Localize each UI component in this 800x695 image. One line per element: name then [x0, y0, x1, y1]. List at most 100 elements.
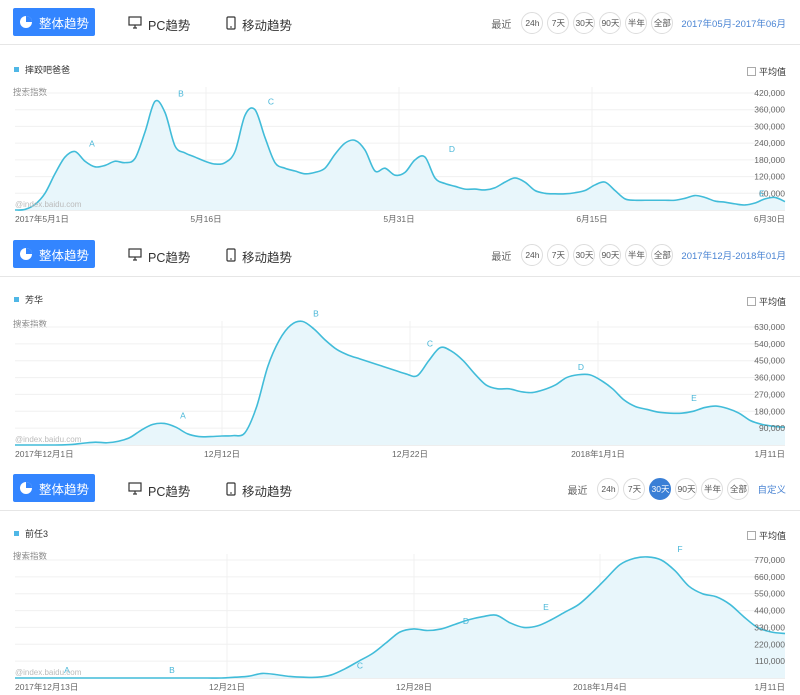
pc-trend-tab[interactable]: PC趋势 [128, 14, 190, 34]
point-annotation: B [169, 665, 175, 675]
range-chip[interactable]: 全部 [651, 12, 674, 34]
range-chip[interactable]: 7天 [547, 244, 570, 266]
series-area [15, 556, 785, 679]
average-checkbox[interactable] [746, 66, 756, 76]
range-chip[interactable]: 24h [521, 244, 544, 266]
watermark: @index.baidu.com [15, 200, 82, 209]
overall-trend-button[interactable]: 整体趋势 [13, 474, 95, 502]
average-toggle[interactable]: 平均值 [746, 294, 786, 308]
legend-label: 摔跤吧爸爸 [25, 64, 71, 75]
y-tick-label: 240,000 [754, 138, 785, 148]
range-chip[interactable]: 半年 [625, 12, 648, 34]
range-chip[interactable]: 全部 [651, 244, 674, 266]
x-tick-label: 12月21日 [209, 682, 245, 692]
y-tick-label: 450,000 [754, 356, 785, 366]
average-label: 平均值 [758, 530, 786, 541]
range-chip[interactable]: 24h [597, 478, 620, 500]
point-annotation: D [578, 362, 584, 372]
mobile-trend-tab[interactable]: 移动趋势 [226, 14, 292, 34]
date-range-link[interactable]: 2017年12月-2018年01月 [681, 251, 786, 262]
date-range-link[interactable]: 自定义 [757, 485, 786, 496]
recent-label: 最近 [491, 251, 512, 263]
average-checkbox[interactable] [746, 296, 756, 306]
average-toggle[interactable]: 平均值 [746, 64, 786, 78]
overall-trend-button[interactable]: 整体趋势 [13, 8, 95, 36]
series-legend: 摔跤吧爸爸 [14, 62, 70, 76]
y-axis-title: 搜索指数 [13, 87, 48, 97]
phone-icon [226, 481, 236, 499]
mobile-trend-tab[interactable]: 移动趋势 [226, 246, 292, 266]
monitor-icon [128, 482, 142, 498]
y-tick-label: 220,000 [754, 639, 785, 649]
toolbar: 整体趋势 PC趋势 移动趋势 最近 24h 7天 30天 90天 半年 全部 2017年05月-20… [0, 0, 800, 45]
range-chip[interactable]: 90天 [675, 478, 698, 500]
point-annotation: B [313, 308, 319, 318]
legend-swatch [14, 296, 19, 302]
point-annotation: D [449, 144, 455, 154]
range-chip[interactable]: 半年 [625, 244, 648, 266]
x-tick-label: 6月30日 [754, 214, 785, 224]
phone-icon [226, 15, 236, 33]
trend-chart: 110,000 220,000 330,000 440,000 550,000 660,0… [15, 544, 786, 692]
x-tick-label: 5月16日 [190, 214, 221, 224]
legend-swatch [14, 66, 19, 72]
average-checkbox[interactable] [746, 530, 756, 540]
legend-swatch [14, 530, 19, 536]
trend-chart: 60,000 120,000 180,000 240,000 300,000 360,00… [14, 87, 786, 224]
y-tick-label: 120,000 [754, 172, 785, 182]
y-tick-label: 420,000 [754, 88, 785, 98]
x-tick-label: 2017年12月13日 [15, 682, 78, 692]
range-chip[interactable]: 全部 [727, 478, 750, 500]
trend-panel-2: 整体趋势 PC趋势 移动趋势 最近 24h 7天 30天 90天 半年 全部 2017年12月-20… [0, 232, 800, 466]
y-axis-title: 搜索指数 [13, 551, 48, 561]
date-range-link[interactable]: 2017年05月-2017年06月 [681, 19, 786, 30]
x-tick-label: 5月31日 [383, 214, 414, 224]
pie-chart-icon [19, 15, 33, 29]
watermark: @index.baidu.com [15, 668, 82, 677]
x-tick-label: 2018年1月4日 [573, 682, 627, 692]
x-tick-label: 2017年5月1日 [15, 214, 69, 224]
average-toggle[interactable]: 平均值 [746, 528, 786, 542]
y-axis-title: 搜索指数 [13, 319, 48, 329]
series-legend: 芳华 [14, 292, 43, 306]
pc-trend-tab[interactable]: PC趋势 [128, 480, 190, 500]
overall-trend-label: 整体趋势 [38, 16, 89, 31]
y-tick-label: 440,000 [754, 606, 785, 616]
time-range-selector: 最近 24h 7天 30天 90天 半年 全部 2017年12月-2018年01月 [491, 244, 786, 266]
trend-chart: 90,000 180,000 270,000 360,000 450,000 540,00… [14, 308, 785, 459]
time-range-selector: 最近 24h 7天 30天 90天 半年 全部 自定义 [567, 478, 786, 500]
range-chip[interactable]: 90天 [599, 244, 622, 266]
series-legend: 前任3 [14, 526, 48, 540]
range-chip[interactable]: 30天 [573, 244, 596, 266]
pc-trend-label: PC趋势 [148, 18, 191, 33]
mobile-trend-tab[interactable]: 移动趋势 [226, 480, 292, 500]
series-line [14, 99, 786, 211]
trend-panel-1: 整体趋势 PC趋势 移动趋势 最近 24h 7天 30天 90天 半年 全部 2017年05月-20… [0, 0, 800, 232]
point-annotation: A [64, 665, 70, 675]
range-chip[interactable]: 30天 [573, 12, 596, 34]
point-annotation: E [691, 393, 697, 403]
time-range-selector: 最近 24h 7天 30天 90天 半年 全部 2017年05月-2017年06月 [491, 12, 786, 34]
legend-label: 前任3 [25, 528, 49, 539]
point-annotation: B [178, 88, 184, 98]
range-chip[interactable]: 30天 [649, 478, 672, 500]
mobile-trend-label: 移动趋势 [242, 484, 293, 499]
range-chip[interactable]: 90天 [599, 12, 622, 34]
y-tick-label: 180,000 [754, 406, 785, 416]
y-tick-label: 360,000 [754, 105, 785, 115]
point-annotation: C [268, 97, 274, 107]
range-chip[interactable]: 7天 [623, 478, 646, 500]
x-tick-label: 2017年12月1日 [15, 449, 74, 459]
pc-trend-tab[interactable]: PC趋势 [128, 246, 190, 266]
y-tick-label: 770,000 [754, 555, 785, 565]
series-line [15, 556, 786, 679]
range-chip[interactable]: 7天 [547, 12, 570, 34]
pc-trend-label: PC趋势 [148, 250, 191, 265]
y-tick-label: 300,000 [754, 121, 785, 131]
overall-trend-button[interactable]: 整体趋势 [13, 240, 95, 268]
pie-chart-icon [19, 247, 33, 261]
average-label: 平均值 [758, 296, 786, 307]
range-chip[interactable]: 半年 [701, 478, 724, 500]
x-tick-label: 1月11日 [754, 682, 785, 692]
range-chip[interactable]: 24h [521, 12, 544, 34]
